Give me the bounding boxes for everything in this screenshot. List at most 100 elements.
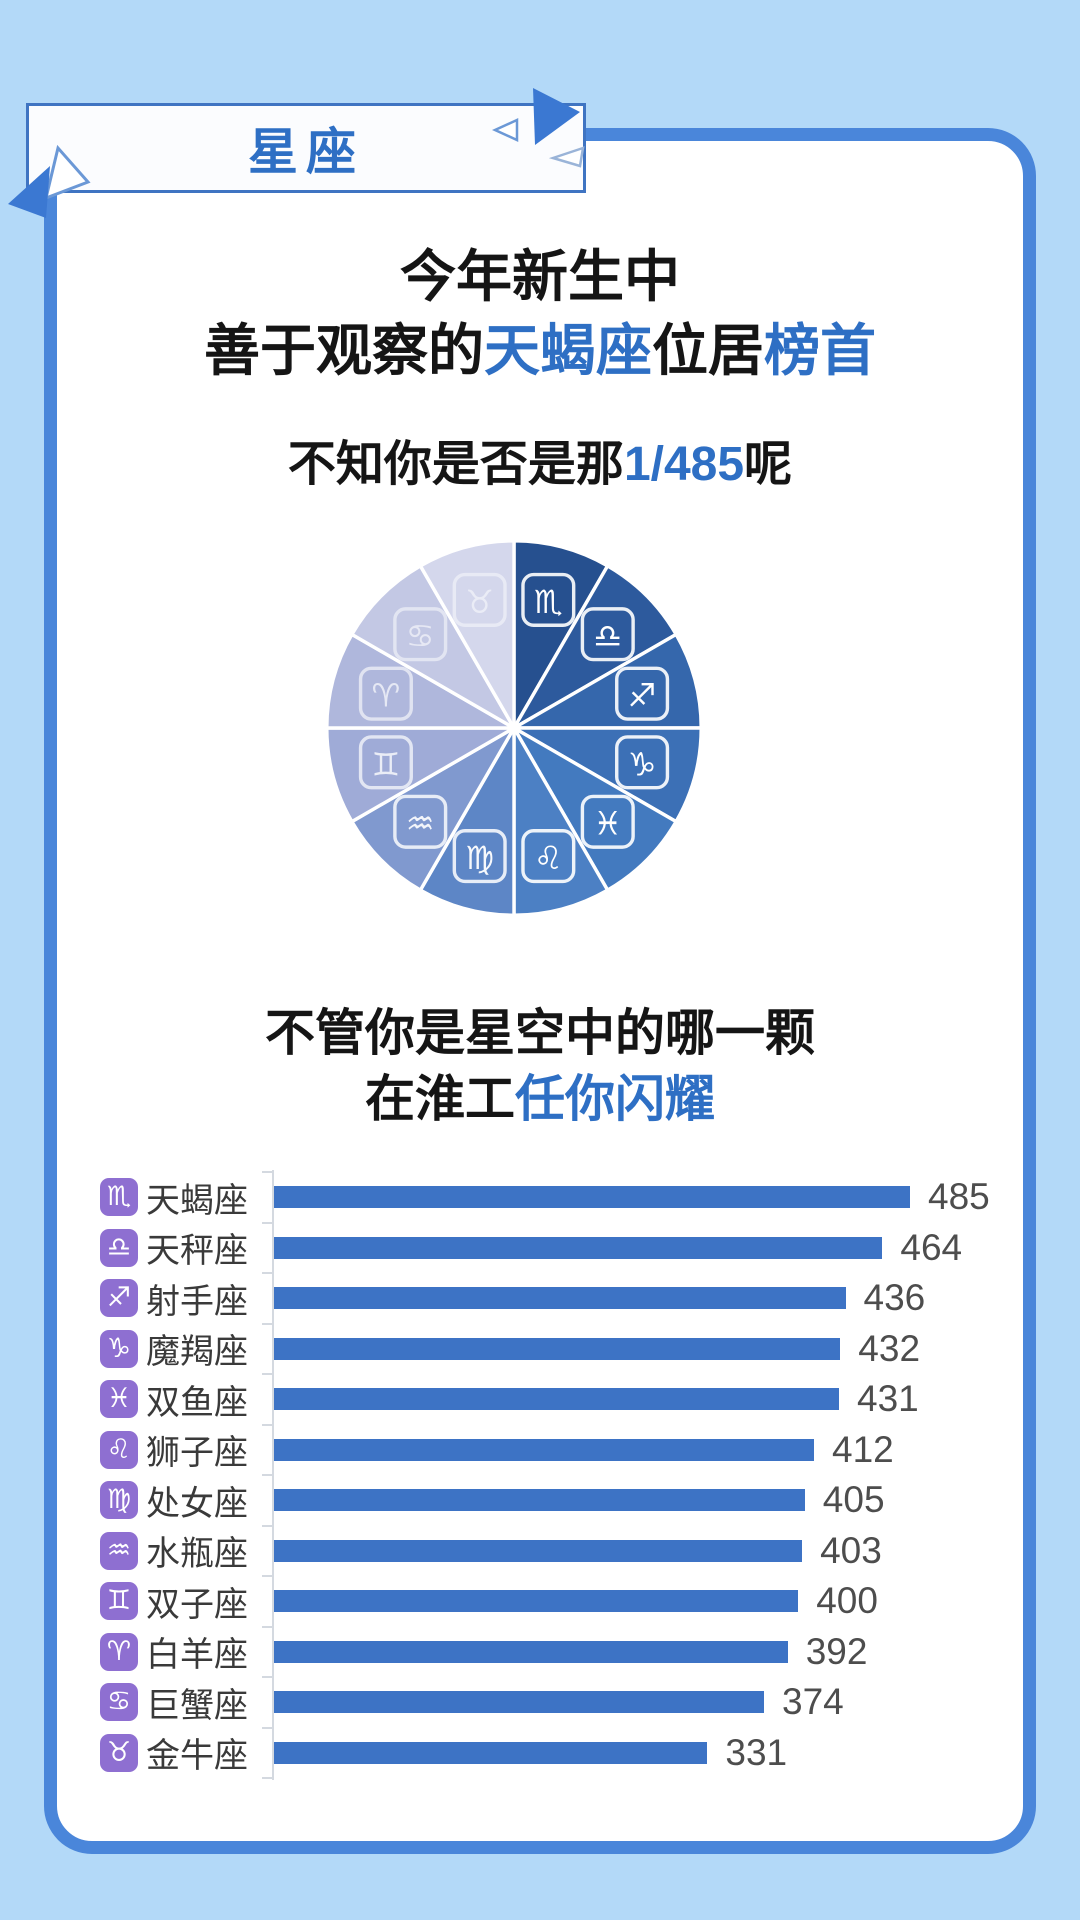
bar-label: 金牛座 <box>146 1737 248 1776</box>
pie-zodiac-symbol-icon: ♎ <box>593 617 622 655</box>
pie-slice-狮子座 <box>512 726 610 917</box>
zodiac-icon: ♍ <box>100 1481 138 1520</box>
axis-tick <box>262 1524 272 1527</box>
bar-track: 400 <box>272 1580 1000 1621</box>
badge-left-arrow-icon <box>8 144 91 218</box>
bar-row: ♑ 魔羯座 432 <box>100 1324 1000 1375</box>
content-card <box>44 128 1036 1854</box>
bar <box>272 1287 846 1310</box>
bar-label: 双子座 <box>146 1585 248 1624</box>
pie-slice-魔羯座 <box>512 726 703 824</box>
pie-slice-射手座 <box>512 632 703 730</box>
zodiac-bar-chart: ♏ 天蝎座 485 ♎ 天秤座 464 ♐ 射手座 436 ♑ 魔羯座 432 ♓ 双鱼座 431 ♌ 狮子座 4… <box>100 1170 1000 1780</box>
zodiac-icon: ♑ <box>100 1329 138 1368</box>
pie-slice-巨蟹座 <box>350 564 516 730</box>
axis-tick <box>262 1676 272 1678</box>
pie-zodiac-frame-icon <box>358 735 413 790</box>
slogan-line1: 不管你是星空中的哪一颗 <box>265 1005 815 1061</box>
pie-zodiac-frame-icon <box>521 572 576 627</box>
headline-line3: 不知你是否是那1/485呢 <box>287 438 793 491</box>
bar <box>272 1590 799 1613</box>
slogan: 不管你是星空中的哪一颗 在淮工任你闪耀 <box>0 1000 1080 1132</box>
pie-zodiac-frame-icon <box>615 735 670 790</box>
pie-zodiac-symbol-icon: ♐ <box>628 677 657 715</box>
bar-value: 485 <box>928 1176 990 1218</box>
pie-zodiac-frame-icon <box>452 572 507 627</box>
pie-zodiac-symbol-icon: ♊ <box>372 745 401 783</box>
axis-tick <box>262 1726 272 1729</box>
bar-track: 392 <box>272 1631 1000 1672</box>
axis-tick <box>262 1777 272 1779</box>
pie-zodiac-frame-icon <box>521 829 576 884</box>
bar-row: ♈ 白羊座 392 <box>100 1627 1000 1678</box>
bar-value: 432 <box>858 1327 921 1369</box>
bar-row: ♊ 双子座 400 <box>100 1576 1000 1627</box>
headline-line1: 今年新生中 <box>400 245 680 308</box>
zodiac-icon: ♋ <box>100 1683 138 1722</box>
bar-row: ♍ 处女座 405 <box>100 1475 1000 1526</box>
highlight-scorpio: 天蝎座 <box>484 319 652 382</box>
bar-row: ♓ 双鱼座 431 <box>100 1374 1000 1425</box>
bar-label: 射手座 <box>146 1282 248 1321</box>
pie-slice-天蝎座 <box>512 539 610 730</box>
bar-row: ♋ 巨蟹座 374 <box>100 1677 1000 1728</box>
bar-label: 魔羯座 <box>146 1333 248 1372</box>
axis-tick <box>262 1373 272 1375</box>
bar-value: 405 <box>822 1479 885 1521</box>
axis-tick <box>262 1272 272 1274</box>
badge-right-arrow-icon <box>491 88 585 168</box>
pie-zodiac-symbol-icon: ♓ <box>593 805 622 843</box>
bar <box>272 1741 708 1764</box>
pie-slice-天秤座 <box>512 564 678 730</box>
bar-track: 432 <box>272 1328 1000 1369</box>
axis-tick <box>262 1474 272 1476</box>
highlight-shine: 任你闪耀 <box>515 1071 715 1127</box>
bar-value: 412 <box>832 1428 894 1470</box>
pie-zodiac-symbol-icon: ♑ <box>628 745 657 783</box>
bar-row: ♌ 狮子座 412 <box>100 1425 1000 1476</box>
pie-zodiac-symbol-icon: ♍ <box>465 839 494 877</box>
bar-value: 374 <box>782 1681 844 1723</box>
bar-label: 天秤座 <box>146 1232 248 1271</box>
bar-value: 403 <box>820 1529 882 1571</box>
pie-zodiac-frame-icon <box>580 794 635 849</box>
bar-track: 374 <box>272 1681 1000 1722</box>
highlight-top-rank: 榜首 <box>764 319 876 382</box>
zodiac-icon: ♓ <box>100 1380 138 1419</box>
pie-slice-白羊座 <box>325 632 516 730</box>
highlight-ratio: 1/485 <box>623 438 745 491</box>
pie-zodiac-frame-icon <box>393 607 448 662</box>
zodiac-badge: 星座 <box>26 103 586 193</box>
axis-tick <box>262 1322 272 1325</box>
bar-label: 双鱼座 <box>146 1383 248 1422</box>
bar <box>272 1691 764 1714</box>
bar-value: 436 <box>863 1277 926 1319</box>
zodiac-pie-chart: ♏ ♎ ♐ ♑ ♓ ♌ ♍ ♒ ♊ ♈ ♋ ♉ <box>319 533 709 923</box>
pie-zodiac-symbol-icon: ♏ <box>534 583 563 621</box>
bar-track: 464 <box>272 1227 1000 1268</box>
pie-slice-金牛座 <box>418 539 516 730</box>
bar-track: 485 <box>272 1176 1000 1217</box>
bar-label: 处女座 <box>146 1484 248 1523</box>
bar-label: 白羊座 <box>146 1636 248 1675</box>
bar-label: 水瓶座 <box>146 1535 248 1574</box>
bar-value: 464 <box>900 1226 963 1268</box>
zodiac-icon: ♌ <box>100 1430 138 1469</box>
headline-line2: 善于观察的天蝎座位居榜首 <box>204 319 876 382</box>
bar-row: ♎ 天秤座 464 <box>100 1223 1000 1274</box>
pie-zodiac-frame-icon <box>615 666 670 721</box>
bar-track: 412 <box>272 1429 1000 1470</box>
zodiac-icon: ♏ <box>100 1178 138 1217</box>
bar-label: 狮子座 <box>146 1434 248 1473</box>
pie-zodiac-symbol-icon: ♉ <box>465 583 494 621</box>
pie-zodiac-frame-icon <box>393 794 448 849</box>
bar-row: ♏ 天蝎座 485 <box>100 1172 1000 1223</box>
bar <box>272 1186 910 1209</box>
bar-value: 400 <box>816 1580 878 1622</box>
bar <box>272 1236 883 1259</box>
bar-track: 331 <box>272 1732 1000 1773</box>
bar <box>272 1337 841 1360</box>
pie-slice-水瓶座 <box>350 726 516 892</box>
zodiac-icon: ♐ <box>100 1279 138 1318</box>
pie-zodiac-frame-icon <box>358 666 413 721</box>
